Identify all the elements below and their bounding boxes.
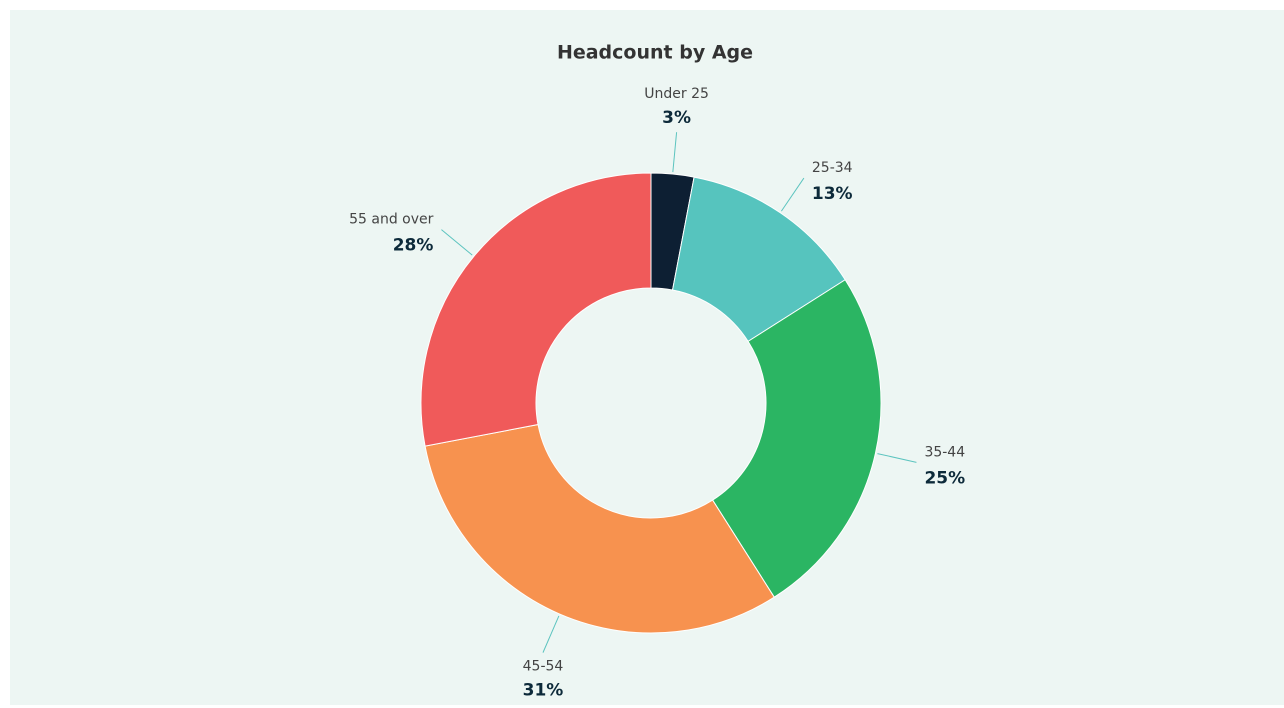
slice — [424, 423, 775, 634]
value-label: 28% — [393, 236, 434, 256]
leader-line — [780, 177, 805, 212]
slice-label: 55 and over — [349, 212, 434, 228]
value-label: 3% — [662, 108, 691, 128]
leader-line — [542, 615, 560, 653]
value-label: 31% — [523, 681, 564, 701]
chart-title: Headcount by Age — [557, 42, 753, 64]
slice-label: 35-44 — [924, 444, 965, 460]
slice-label: 45-54 — [523, 659, 564, 675]
slice-label: Under 25 — [644, 86, 709, 102]
value-label: 13% — [812, 184, 853, 204]
slice — [711, 279, 882, 598]
slice — [420, 172, 652, 447]
slice-label: 25-34 — [812, 160, 853, 176]
value-label: 25% — [924, 468, 965, 488]
leader-line — [672, 132, 678, 173]
leader-line — [441, 229, 473, 256]
leader-line — [877, 453, 917, 463]
